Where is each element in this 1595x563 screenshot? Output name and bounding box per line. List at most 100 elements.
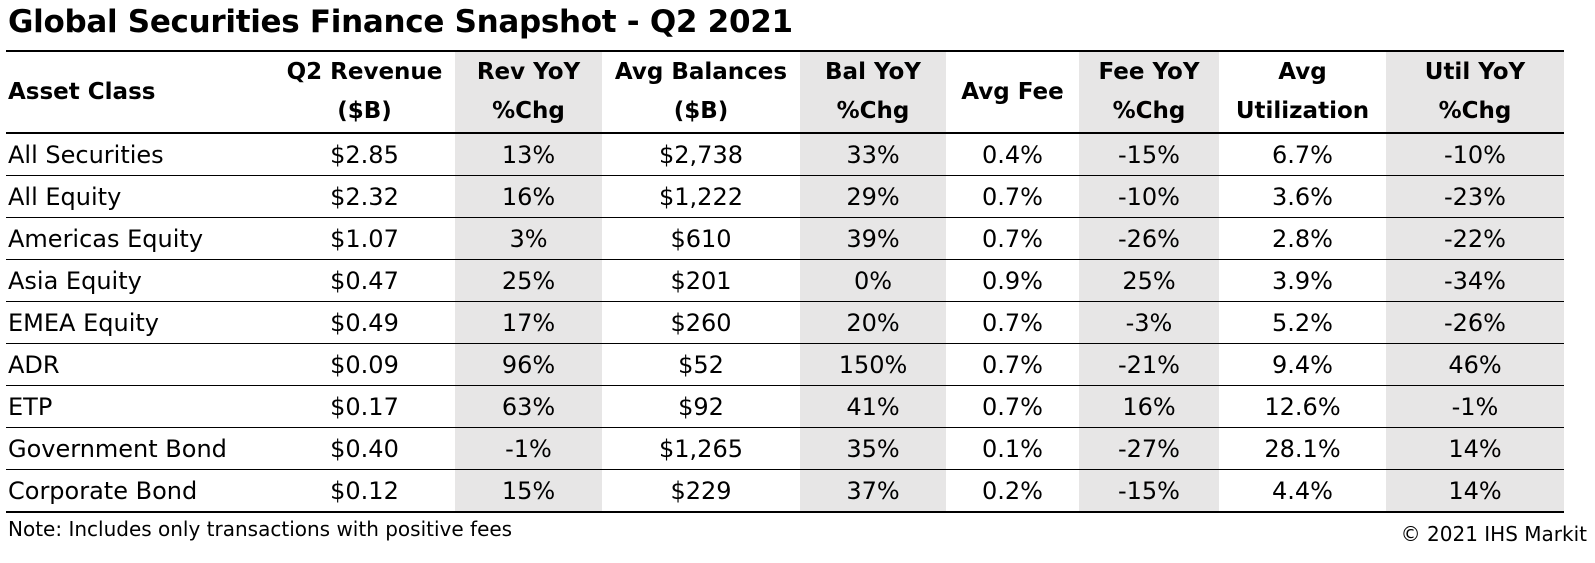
cell-q2-revenue: $2.85 — [274, 133, 455, 176]
cell-avg-utilization: 3.6% — [1219, 175, 1386, 218]
header-line: Utilization — [1235, 98, 1370, 124]
cell-avg-utilization: 9.4% — [1219, 343, 1386, 386]
cell-fee-yoy: -10% — [1079, 175, 1219, 218]
header-avg-utilization: Avg Utilization — [1219, 50, 1386, 134]
table-row: All Equity $2.32 16% $1,222 29% 0.7% -10% 3.6% -… — [6, 175, 1564, 218]
header-line: Avg — [1278, 59, 1327, 85]
table-row: ADR $0.09 96% $52 150% 0.7% -21% 9.4% 46% — [6, 343, 1564, 386]
cell-asset-class: Americas Equity — [6, 217, 274, 260]
header-rev-yoy: Rev YoY %Chg — [455, 50, 602, 134]
table-row: Government Bond $0.40 -1% $1,265 35% 0.1% -27%… — [6, 427, 1564, 470]
cell-bal-yoy: 20% — [800, 301, 946, 344]
header-line: Q2 Revenue — [286, 59, 443, 85]
table-row: ETP $0.17 63% $92 41% 0.7% 16% 12.6% -1% — [6, 385, 1564, 428]
header-line: Fee YoY — [1098, 59, 1200, 85]
cell-util-yoy: -10% — [1386, 133, 1564, 176]
cell-avg-fee: 0.2% — [946, 469, 1079, 513]
cell-avg-balances: $201 — [602, 259, 800, 302]
cell-util-yoy: 14% — [1386, 427, 1564, 470]
header-asset-class: Asset Class — [6, 50, 274, 134]
header-line: Asset Class — [8, 78, 156, 105]
cell-avg-utilization: 2.8% — [1219, 217, 1386, 260]
cell-q2-revenue: $0.47 — [274, 259, 455, 302]
cell-q2-revenue: $0.12 — [274, 469, 455, 513]
cell-bal-yoy: 0% — [800, 259, 946, 302]
cell-bal-yoy: 29% — [800, 175, 946, 218]
header-line: %Chg — [836, 98, 910, 124]
header-line: ($B) — [673, 98, 729, 124]
cell-asset-class: Government Bond — [6, 427, 274, 470]
cell-avg-utilization: 5.2% — [1219, 301, 1386, 344]
header-line: Avg Fee — [961, 78, 1064, 105]
cell-bal-yoy: 37% — [800, 469, 946, 513]
cell-avg-balances: $52 — [602, 343, 800, 386]
header-line: Util YoY — [1424, 59, 1526, 85]
cell-q2-revenue: $0.09 — [274, 343, 455, 386]
cell-avg-balances: $92 — [602, 385, 800, 428]
header-line: Avg Balances — [614, 59, 788, 85]
header-line: Rev YoY — [476, 59, 581, 85]
cell-util-yoy: 46% — [1386, 343, 1564, 386]
header-util-yoy: Util YoY %Chg — [1386, 50, 1564, 134]
cell-rev-yoy: -1% — [455, 427, 602, 470]
table-row: Americas Equity $1.07 3% $610 39% 0.7% -26% 2.8… — [6, 217, 1564, 260]
cell-rev-yoy: 25% — [455, 259, 602, 302]
header-line: %Chg — [492, 98, 565, 124]
cell-asset-class: ETP — [6, 385, 274, 428]
cell-avg-fee: 0.7% — [946, 175, 1079, 218]
cell-avg-balances: $260 — [602, 301, 800, 344]
cell-q2-revenue: $2.32 — [274, 175, 455, 218]
cell-avg-fee: 0.1% — [946, 427, 1079, 470]
table-row: EMEA Equity $0.49 17% $260 20% 0.7% -3% 5.2% -26… — [6, 301, 1564, 344]
cell-fee-yoy: -15% — [1079, 133, 1219, 176]
cell-fee-yoy: -15% — [1079, 469, 1219, 513]
cell-util-yoy: 14% — [1386, 469, 1564, 513]
cell-util-yoy: -34% — [1386, 259, 1564, 302]
header-line: %Chg — [1112, 98, 1186, 124]
cell-q2-revenue: $0.49 — [274, 301, 455, 344]
table-row: Asia Equity $0.47 25% $201 0% 0.9% 25% 3.9% -34% — [6, 259, 1564, 302]
table-body: All Securities $2.85 13% $2,738 33% 0.4% -15% 6… — [6, 133, 1564, 513]
cell-asset-class: Corporate Bond — [6, 469, 274, 513]
header-row: Asset Class Q2 Revenue ($B) Rev YoY %Chg Avg … — [6, 50, 1564, 134]
header-line: ($B) — [337, 98, 392, 124]
cell-avg-balances: $1,265 — [602, 427, 800, 470]
cell-util-yoy: -26% — [1386, 301, 1564, 344]
cell-util-yoy: -1% — [1386, 385, 1564, 428]
cell-util-yoy: -22% — [1386, 217, 1564, 260]
table-row: Corporate Bond $0.12 15% $229 37% 0.2% -15% 4.4… — [6, 469, 1564, 513]
cell-util-yoy: -23% — [1386, 175, 1564, 218]
cell-asset-class: ADR — [6, 343, 274, 386]
header-line: Bal YoY — [825, 59, 921, 85]
page-title: Global Securities Finance Snapshot - Q2 … — [8, 4, 793, 40]
cell-rev-yoy: 13% — [455, 133, 602, 176]
cell-rev-yoy: 15% — [455, 469, 602, 513]
header-line: %Chg — [1438, 98, 1512, 124]
cell-avg-fee: 0.7% — [946, 385, 1079, 428]
cell-fee-yoy: -3% — [1079, 301, 1219, 344]
copyright: © 2021 IHS Markit — [1400, 522, 1587, 546]
header-q2-revenue: Q2 Revenue ($B) — [274, 50, 455, 134]
cell-q2-revenue: $0.17 — [274, 385, 455, 428]
cell-avg-balances: $610 — [602, 217, 800, 260]
cell-fee-yoy: -26% — [1079, 217, 1219, 260]
snapshot-table: Asset Class Q2 Revenue ($B) Rev YoY %Chg Avg … — [6, 50, 1564, 513]
cell-avg-utilization: 6.7% — [1219, 133, 1386, 176]
cell-avg-utilization: 3.9% — [1219, 259, 1386, 302]
cell-asset-class: Asia Equity — [6, 259, 274, 302]
cell-bal-yoy: 150% — [800, 343, 946, 386]
cell-avg-fee: 0.4% — [946, 133, 1079, 176]
cell-bal-yoy: 39% — [800, 217, 946, 260]
table-row: All Securities $2.85 13% $2,738 33% 0.4% -15% 6… — [6, 133, 1564, 176]
cell-avg-utilization: 28.1% — [1219, 427, 1386, 470]
cell-rev-yoy: 17% — [455, 301, 602, 344]
cell-rev-yoy: 96% — [455, 343, 602, 386]
header-avg-fee: Avg Fee — [946, 50, 1079, 134]
cell-avg-fee: 0.9% — [946, 259, 1079, 302]
cell-bal-yoy: 41% — [800, 385, 946, 428]
cell-avg-balances: $2,738 — [602, 133, 800, 176]
cell-rev-yoy: 63% — [455, 385, 602, 428]
cell-avg-fee: 0.7% — [946, 343, 1079, 386]
header-bal-yoy: Bal YoY %Chg — [800, 50, 946, 134]
